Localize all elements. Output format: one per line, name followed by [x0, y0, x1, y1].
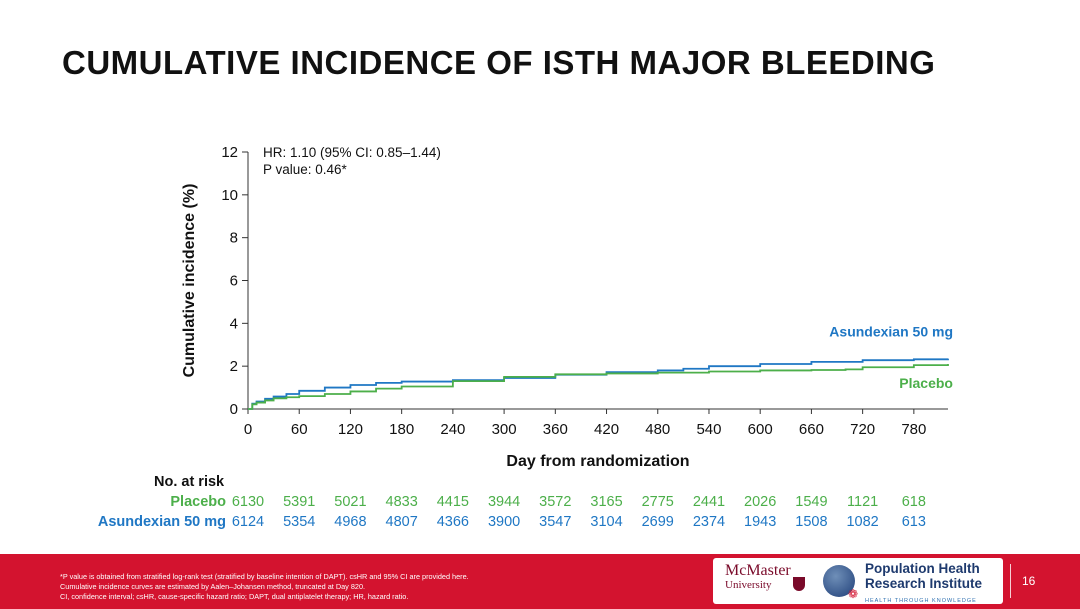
- phri-logo-line1: Population Health: [865, 561, 980, 576]
- asundexian-curve-label: Asundexian 50 mg: [829, 324, 953, 340]
- x-tick-label: 300: [492, 421, 517, 438]
- risk-cell: 2441: [692, 494, 726, 510]
- y-tick-label: 6: [230, 273, 238, 290]
- mcmaster-crest-icon: [793, 577, 805, 591]
- risk-cell: 3547: [539, 514, 572, 530]
- footnote-method: Cumulative incidence curves are estimate…: [60, 582, 366, 591]
- x-tick-label: 60: [291, 421, 308, 438]
- risk-table-header: No. at risk: [154, 474, 225, 490]
- y-tick-label: 10: [221, 187, 238, 204]
- risk-table: No. at risk Placebo 6130 5391 5021 4833 4415 3…: [0, 474, 1080, 534]
- risk-cell: 4807: [385, 514, 418, 530]
- x-tick-label: 0: [244, 421, 252, 438]
- asundexian-curve: [248, 358, 949, 410]
- risk-cell: 618: [901, 494, 926, 510]
- x-tick-label: 420: [594, 421, 619, 438]
- x-tick-label: 360: [543, 421, 568, 438]
- risk-cell: 1121: [847, 494, 879, 510]
- footnote-pvalue: *P value is obtained from stratified log…: [60, 572, 469, 581]
- x-tick-label: 720: [850, 421, 875, 438]
- risk-cell: 1943: [744, 514, 777, 530]
- risk-cell: 3165: [590, 494, 623, 510]
- risk-cell: 6130: [231, 494, 265, 510]
- y-tick-label: 8: [230, 230, 238, 247]
- x-tick-label: 540: [696, 421, 721, 438]
- x-tick-label: 240: [440, 421, 465, 438]
- x-tick-label: 480: [645, 421, 670, 438]
- phri-tagline: HEALTH THROUGH KNOWLEDGE: [865, 598, 977, 604]
- risk-cell: 1549: [795, 494, 828, 510]
- footer-bar: *P value is obtained from stratified log…: [0, 554, 1080, 609]
- x-tick-label: 780: [901, 421, 926, 438]
- y-axis-title: Cumulative incidence (%): [181, 184, 198, 378]
- globe-icon: [823, 565, 855, 597]
- y-tick-label: 2: [230, 358, 238, 375]
- x-tick-label: 180: [389, 421, 414, 438]
- risk-cell: 2374: [692, 514, 726, 530]
- risk-cell: 4833: [385, 494, 418, 510]
- risk-cell: 3104: [590, 514, 623, 530]
- risk-cell: 4968: [334, 514, 367, 530]
- x-tick-label: 600: [748, 421, 773, 438]
- footnotes: *P value is obtained from stratified log…: [60, 572, 469, 602]
- risk-cell: 2699: [641, 514, 674, 530]
- x-tick-label: 120: [338, 421, 363, 438]
- risk-cell: 4415: [436, 494, 470, 510]
- placebo-curve: [248, 364, 949, 410]
- mcmaster-logo-name: McMaster: [725, 562, 791, 579]
- x-tick-label: 660: [799, 421, 824, 438]
- page-number: 16: [1022, 574, 1036, 588]
- risk-cell: 3572: [539, 494, 572, 510]
- logo-panel: McMaster University ❁ Population Health …: [713, 558, 1003, 604]
- phri-logo: Population Health Research Institute HEA…: [865, 561, 982, 609]
- hr-annotation: HR: 1.10 (95% CI: 0.85–1.44): [263, 145, 441, 160]
- phri-logo-line2: Research Institute: [865, 576, 983, 591]
- slide-title: CUMULATIVE INCIDENCE OF ISTH MAJOR BLEED…: [62, 44, 936, 81]
- mcmaster-logo-sub: University: [725, 579, 772, 591]
- risk-cell: 4366: [436, 514, 470, 530]
- risk-cell: 2775: [641, 494, 674, 510]
- risk-cell: 1082: [846, 514, 879, 530]
- risk-cell: 2026: [744, 494, 777, 510]
- risk-cell: 5354: [283, 514, 316, 530]
- footer-divider: [1010, 564, 1011, 598]
- x-axis-title: Day from randomization: [506, 453, 689, 470]
- footnote-abbreviations: CI, confidence interval; csHR, cause-spe…: [60, 592, 409, 601]
- y-tick-label: 12: [221, 144, 238, 161]
- pvalue-annotation: P value: 0.46*: [263, 162, 348, 177]
- risk-row-label: Placebo: [170, 494, 226, 510]
- risk-cell: 5021: [334, 494, 367, 510]
- risk-cell: 6124: [231, 514, 265, 530]
- risk-row-label: Asundexian 50 mg: [97, 514, 226, 530]
- y-tick-label: 4: [230, 315, 238, 332]
- placebo-curve-label: Placebo: [899, 375, 953, 391]
- risk-cell: 5391: [283, 494, 316, 510]
- risk-cell: 3900: [487, 514, 521, 530]
- mcmaster-logo: McMaster University: [725, 562, 791, 591]
- y-tick-label: 0: [230, 401, 238, 418]
- risk-cell: 3944: [487, 494, 521, 510]
- risk-cell: 613: [901, 514, 926, 530]
- maple-leaf-icon: ❁: [848, 587, 859, 601]
- risk-cell: 1508: [795, 514, 828, 530]
